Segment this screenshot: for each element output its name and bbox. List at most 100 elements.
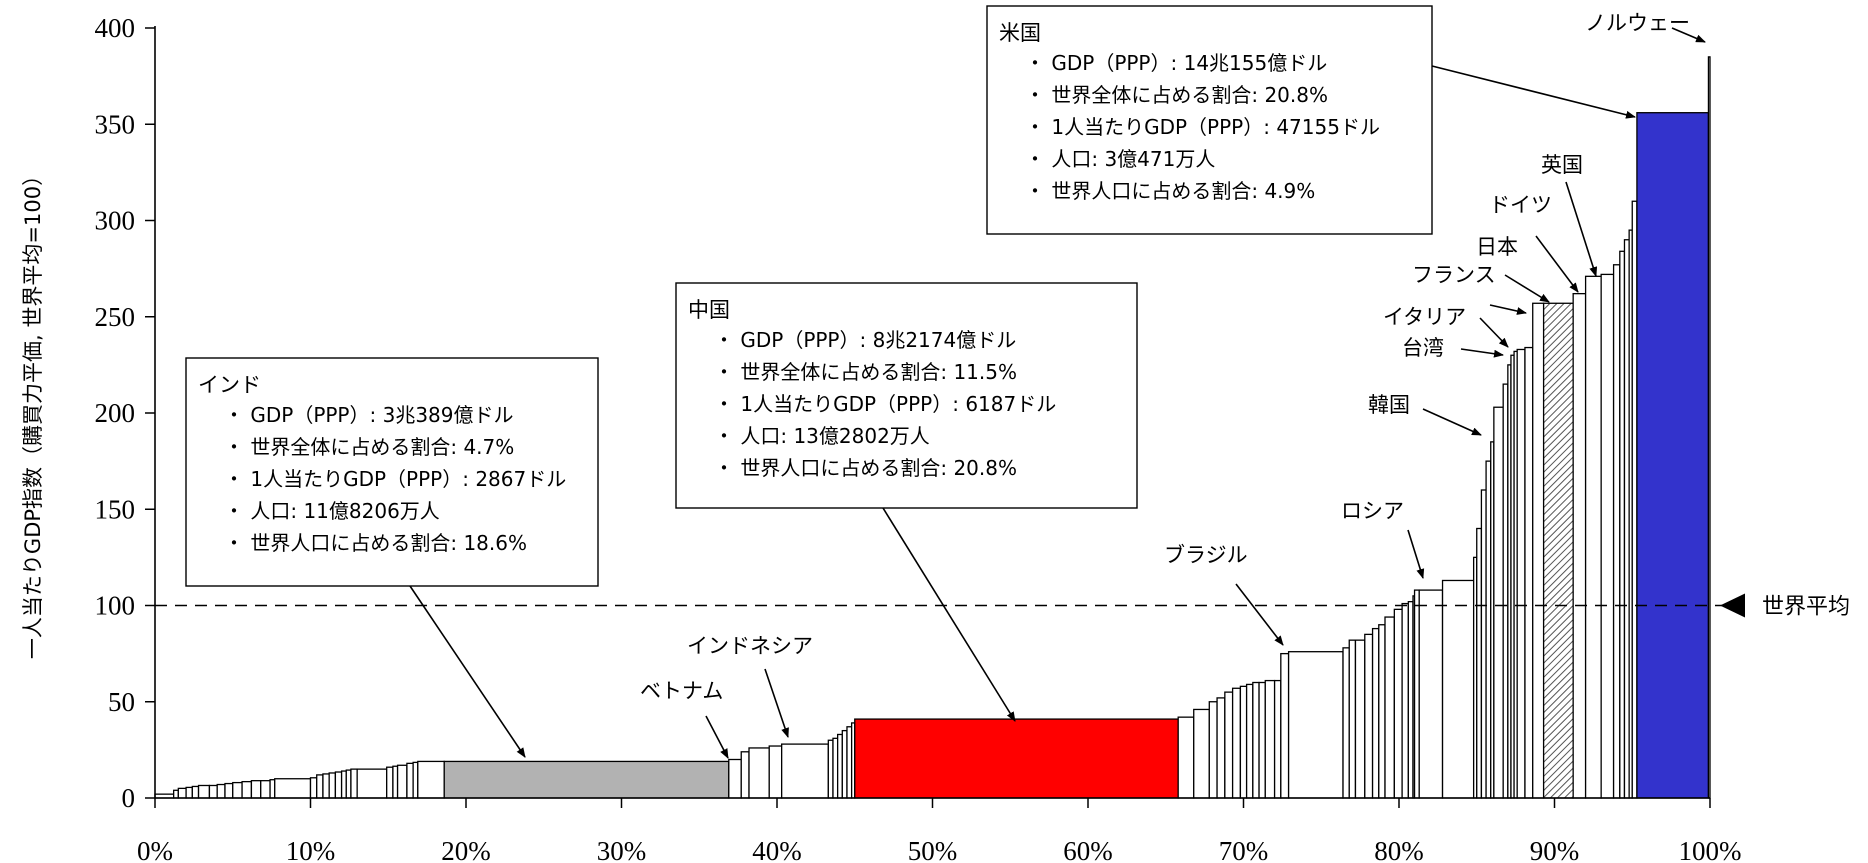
country-arrow bbox=[1407, 529, 1425, 579]
country-arrow bbox=[764, 668, 789, 738]
world-average-label: 世界平均 bbox=[1762, 595, 1850, 620]
x-tick-label: 90% bbox=[1530, 836, 1580, 863]
country-arrow bbox=[1535, 235, 1579, 293]
bar bbox=[412, 761, 419, 799]
annotation-line-india: ・ 人口: 11億8206万人 bbox=[224, 499, 440, 523]
bar bbox=[334, 771, 343, 799]
bar-韓国 bbox=[1493, 406, 1504, 799]
country-arrow bbox=[1671, 27, 1706, 43]
bar bbox=[322, 773, 330, 799]
country-label: ロシア bbox=[1341, 499, 1404, 523]
country-label: イタリア bbox=[1383, 305, 1466, 329]
bar bbox=[1273, 679, 1282, 799]
bar bbox=[1393, 608, 1403, 799]
y-tick-label: 0 bbox=[122, 783, 136, 813]
bar bbox=[345, 769, 352, 799]
annotation-line-usa: ・ 世界全体に占める割合: 20.8% bbox=[1025, 83, 1328, 107]
x-tick-label: 30% bbox=[597, 836, 647, 863]
bar bbox=[1252, 681, 1260, 799]
x-tick-label: 0% bbox=[137, 836, 173, 863]
bar bbox=[1623, 239, 1630, 799]
country-label: 英国 bbox=[1541, 153, 1583, 177]
bar bbox=[1239, 685, 1248, 799]
annotation-line-india: ・ GDP（PPP）: 3兆389億ドル bbox=[224, 403, 514, 427]
bar bbox=[216, 783, 226, 799]
annotation-line-china: ・ 1人当たりGDP（PPP）: 6187ドル bbox=[714, 392, 1056, 416]
world-average-marker-icon bbox=[1720, 593, 1745, 618]
bar bbox=[1631, 200, 1638, 799]
annotation-title-usa: 米国 bbox=[999, 21, 1041, 45]
bar-英国 bbox=[1600, 273, 1615, 799]
annotation-arrow bbox=[882, 507, 1016, 722]
bar bbox=[197, 784, 211, 799]
axes-group: 0 50 100 150 200 250 300 350 400 0% 10% 20% 30% 40% 50… bbox=[21, 13, 1745, 863]
country-label: 台湾 bbox=[1402, 336, 1444, 360]
country-label: ベトナム bbox=[640, 679, 723, 703]
country-label: ブラジル bbox=[1164, 543, 1248, 567]
bar bbox=[417, 760, 445, 799]
bar bbox=[241, 780, 253, 799]
bar bbox=[1258, 681, 1266, 799]
bar-フランス bbox=[1532, 302, 1545, 799]
bar bbox=[396, 764, 408, 799]
x-tick-label: 70% bbox=[1219, 836, 1269, 863]
annotation-line-india: ・ 世界人口に占める割合: 18.6% bbox=[224, 531, 527, 555]
x-tick-label: 10% bbox=[286, 836, 336, 863]
annotation-line-china: ・ 人口: 13億2802万人 bbox=[714, 424, 930, 448]
x-tick-label: 40% bbox=[752, 836, 802, 863]
bar bbox=[832, 737, 839, 799]
annotation-title-india: インド bbox=[198, 373, 261, 397]
bar bbox=[1208, 701, 1218, 799]
bar-インド bbox=[443, 760, 730, 799]
bar bbox=[208, 784, 218, 799]
bar bbox=[328, 772, 337, 799]
bar bbox=[250, 780, 262, 799]
y-tick-label: 50 bbox=[108, 687, 135, 717]
bar bbox=[309, 777, 318, 799]
annotation-line-usa: ・ 世界人口に占める割合: 4.9% bbox=[1025, 179, 1315, 203]
bar bbox=[1612, 264, 1621, 799]
country-arrow bbox=[1504, 274, 1550, 303]
bar bbox=[1224, 691, 1234, 799]
bar bbox=[316, 774, 324, 799]
bar bbox=[406, 762, 414, 799]
y-tick-label: 250 bbox=[95, 302, 136, 332]
country-arrow bbox=[1422, 408, 1482, 436]
country-label: フランス bbox=[1412, 263, 1496, 287]
bar bbox=[191, 785, 200, 799]
bar bbox=[768, 745, 783, 799]
bar bbox=[356, 768, 388, 799]
bar bbox=[350, 768, 358, 799]
country-arrow bbox=[1235, 583, 1284, 646]
bar bbox=[1476, 527, 1483, 799]
bar bbox=[841, 729, 848, 799]
bar bbox=[1231, 687, 1242, 799]
bar bbox=[1177, 716, 1195, 799]
bar-台湾 bbox=[1516, 348, 1526, 799]
country-arrow bbox=[1489, 304, 1527, 315]
bar bbox=[1245, 683, 1254, 799]
bar bbox=[1193, 708, 1210, 799]
bar bbox=[1502, 383, 1509, 799]
bar bbox=[1264, 679, 1276, 799]
y-tick-label: 200 bbox=[95, 398, 136, 428]
bar-ブラジル bbox=[1287, 651, 1344, 799]
country-arrow bbox=[1479, 317, 1509, 348]
annotation-title-china: 中国 bbox=[688, 298, 730, 322]
bar bbox=[1384, 616, 1395, 799]
bar bbox=[1280, 652, 1290, 799]
bar bbox=[748, 747, 770, 799]
bar bbox=[836, 733, 843, 799]
bar bbox=[269, 779, 276, 799]
x-tick-label: 50% bbox=[908, 836, 958, 863]
y-tick-label: 300 bbox=[95, 206, 136, 236]
bar bbox=[1418, 589, 1444, 799]
bar bbox=[173, 789, 179, 799]
x-tick-label: 20% bbox=[441, 836, 491, 863]
annotation-line-india: ・ 世界全体に占める割合: 4.7% bbox=[224, 435, 514, 459]
bar bbox=[1413, 589, 1420, 799]
bar bbox=[1371, 627, 1380, 799]
bar-日本 bbox=[1542, 302, 1574, 799]
bar bbox=[1401, 602, 1409, 799]
